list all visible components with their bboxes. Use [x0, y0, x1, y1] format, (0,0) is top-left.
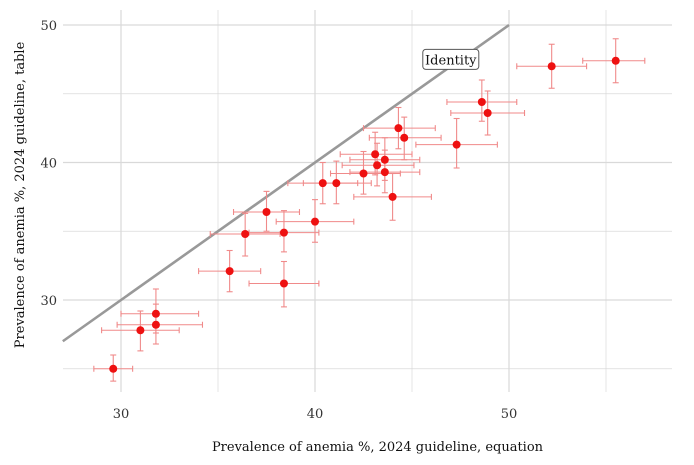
- y-tick-label: 40: [40, 157, 57, 172]
- data-points: [109, 56, 620, 373]
- y-tick-labels: 30 40 50: [40, 19, 57, 309]
- data-point: [394, 124, 403, 133]
- data-point: [477, 98, 486, 106]
- x-tick-labels: 30 40 50: [113, 407, 518, 422]
- error-bar: [120, 288, 200, 334]
- data-point: [400, 133, 409, 142]
- identity-label: Identity: [422, 48, 480, 70]
- data-point: [359, 169, 368, 178]
- data-point: [373, 161, 382, 170]
- data-point: [388, 192, 397, 201]
- data-point: [262, 208, 271, 216]
- data-point: [279, 228, 288, 237]
- data-point: [332, 179, 341, 188]
- y-tick-label: 30: [40, 294, 57, 309]
- x-axis-title: Prevalence of anemia %, 2024 guideline, …: [212, 440, 544, 455]
- data-point: [452, 140, 461, 149]
- data-point: [151, 320, 160, 329]
- error-bar: [446, 79, 518, 122]
- data-point: [225, 267, 234, 276]
- data-point: [241, 230, 250, 238]
- data-point: [611, 56, 620, 65]
- x-tick-label: 40: [307, 407, 324, 422]
- data-point: [483, 109, 492, 117]
- data-point: [371, 150, 380, 159]
- error-bars: [93, 38, 646, 382]
- data-point: [380, 155, 389, 164]
- data-point: [136, 326, 145, 335]
- data-point: [318, 179, 327, 188]
- grid-lines: [63, 10, 672, 392]
- y-axis-title: Prevalence of anemia %, 2024 guideline, …: [13, 41, 28, 348]
- x-tick-label: 50: [501, 407, 518, 422]
- y-tick-label: 50: [40, 19, 57, 34]
- data-point: [547, 62, 556, 71]
- data-point: [151, 309, 160, 318]
- identity-label-box: [422, 48, 480, 70]
- identity-line: [62, 23, 510, 343]
- identity-label-text: Identity: [425, 53, 477, 68]
- x-tick-label: 30: [113, 407, 130, 422]
- data-point: [109, 364, 118, 373]
- data-point: [311, 217, 319, 226]
- data-point: [380, 168, 389, 177]
- data-point: [279, 279, 288, 288]
